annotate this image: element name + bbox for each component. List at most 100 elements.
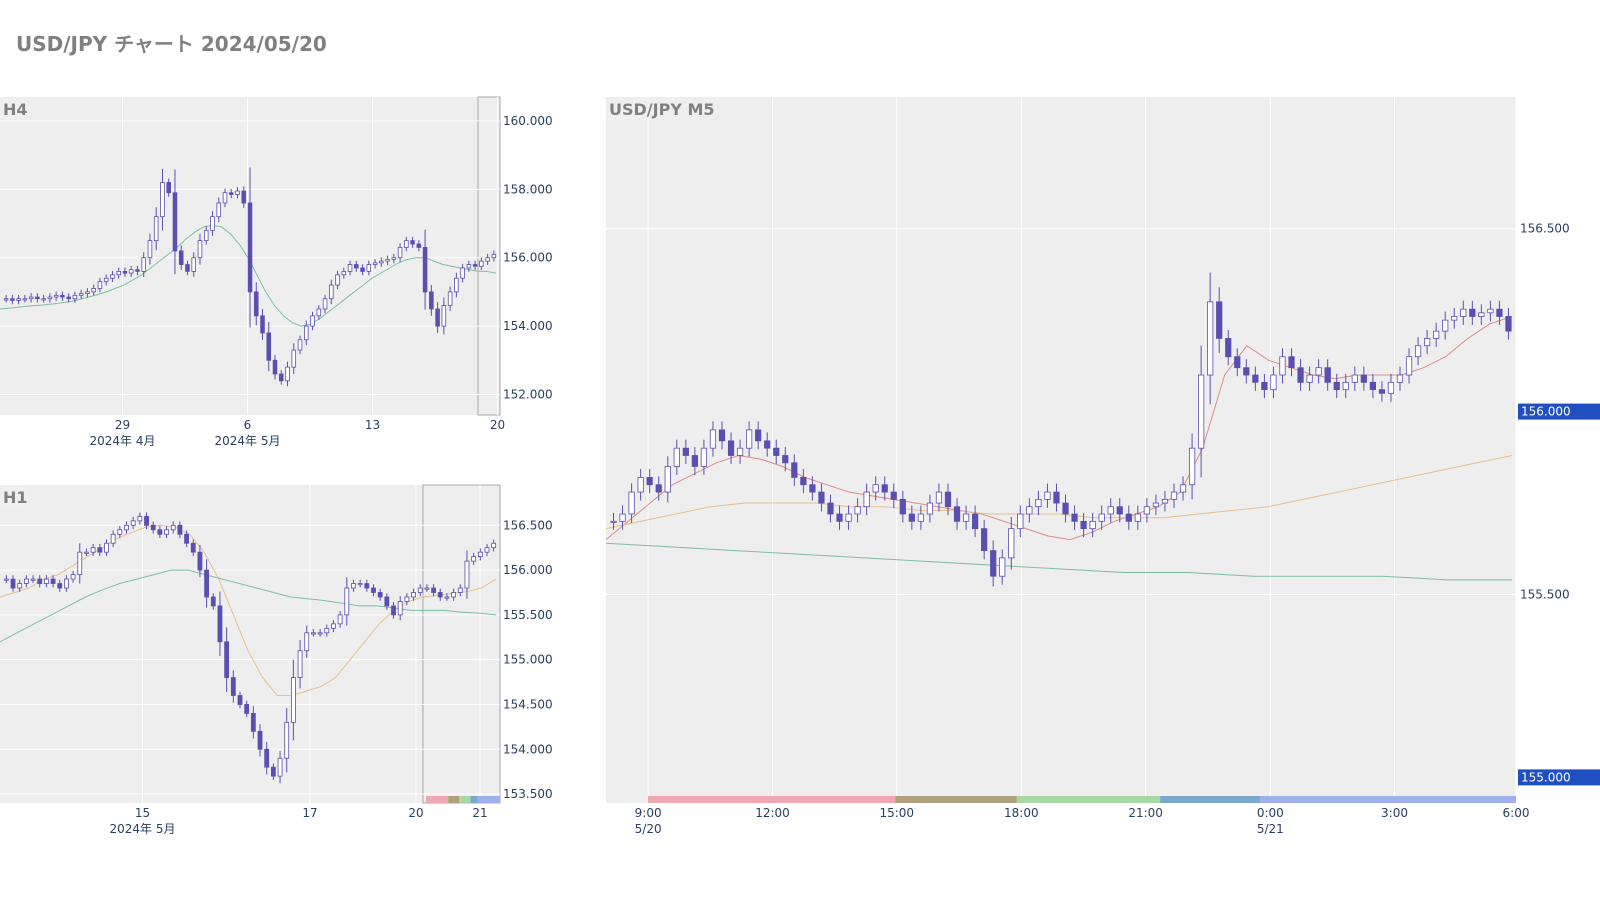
candle-body	[310, 315, 315, 327]
candle-body	[197, 551, 203, 571]
candle-body	[371, 587, 376, 593]
page-title: USD/JPY チャート 2024/05/20	[16, 32, 327, 56]
candle-body	[210, 216, 215, 231]
candle-body	[454, 277, 459, 293]
candle-body	[297, 339, 303, 351]
candle-body	[77, 551, 83, 575]
candle-body	[1098, 513, 1105, 522]
candle-body	[266, 332, 272, 361]
candle-body	[447, 291, 453, 306]
candle-body	[360, 267, 365, 272]
candle-body	[718, 429, 726, 442]
candle-body	[224, 641, 230, 678]
candle-body	[97, 547, 103, 553]
candle-body	[53, 294, 59, 298]
x-tick-label: 20	[408, 806, 423, 820]
candle-body	[385, 259, 390, 262]
candle-body	[177, 524, 183, 535]
candle-body	[197, 240, 203, 259]
candle-body	[451, 592, 457, 598]
candle-body	[97, 281, 103, 289]
candle-body	[1469, 308, 1476, 317]
candle-body	[317, 632, 323, 635]
session-band	[1259, 796, 1516, 803]
candle-body	[441, 305, 447, 327]
candle-body	[926, 502, 934, 515]
candle-body	[1071, 513, 1078, 522]
candle-body	[253, 291, 259, 317]
x-tick-label: 15:00	[879, 806, 914, 820]
candle-body	[331, 623, 336, 629]
candle-body	[1080, 520, 1087, 530]
candle-body	[1179, 484, 1187, 493]
candle-body	[755, 429, 762, 442]
candle-body	[1152, 502, 1160, 508]
candle-body	[185, 264, 190, 272]
candle-body	[464, 560, 470, 589]
chart-h1[interactable]: 153.500 154.000 154.500 155.000 155.500 156.0…	[0, 484, 560, 845]
candle-body	[764, 440, 771, 449]
candle-body	[890, 491, 897, 500]
candle-body	[1342, 381, 1349, 391]
panel-label: H1	[3, 488, 28, 507]
candle-body	[791, 462, 798, 478]
candle-body	[341, 270, 347, 276]
x-tick-label: 20	[490, 418, 505, 432]
candle-body	[782, 455, 789, 464]
candle-body	[335, 274, 340, 286]
candle-body	[230, 677, 236, 696]
chart-m5[interactable]: 155.500 156.500 9:00 5/20 12:00 15:00 18:00 21:…	[605, 97, 1600, 842]
x-tick-label: 6:00	[1503, 806, 1530, 820]
candle-body	[435, 308, 440, 327]
candle-body	[1333, 381, 1340, 391]
candle-body	[1170, 491, 1178, 500]
y-tick-label: 155.000	[503, 653, 553, 667]
candle-body	[366, 264, 372, 272]
candle-body	[397, 247, 403, 259]
ma-line	[605, 455, 1513, 530]
candle-body	[1234, 356, 1241, 369]
y-tick-label: 155.500	[1520, 587, 1570, 601]
candle-body	[297, 650, 303, 678]
x-tick-sublabel: 2024年 5月	[215, 434, 281, 448]
candle-body	[404, 596, 410, 602]
candle-body	[57, 583, 63, 589]
y-tick-label: 156.000	[503, 251, 553, 265]
candle-body	[147, 240, 153, 259]
candle-body	[203, 229, 209, 242]
candle-body	[962, 513, 970, 522]
session-band	[895, 796, 1017, 803]
x-tick-sublabel: 5/21	[1257, 822, 1284, 836]
candle-body	[329, 284, 334, 300]
candle-body	[736, 447, 744, 456]
candle-body	[384, 596, 390, 607]
candle-body	[908, 513, 915, 522]
candle-body	[278, 373, 284, 382]
candle-body	[270, 766, 276, 777]
candle-body	[827, 502, 834, 515]
candle-body	[1496, 308, 1503, 317]
chart-h4[interactable]: 152.000 154.000 156.000 158.000 160.000 29 202…	[0, 96, 560, 457]
candle-body	[917, 513, 924, 522]
candle-body	[1297, 367, 1304, 383]
plot-area	[606, 97, 1516, 803]
candle-body	[157, 529, 163, 535]
candle-body	[990, 550, 997, 577]
candle-body	[1351, 374, 1358, 383]
candle-body	[429, 291, 434, 310]
panel-label-bg	[606, 99, 714, 119]
chart-h1-svg: 153.500 154.000 154.500 155.000 155.500 156.0…	[0, 484, 553, 836]
candle-body	[1279, 356, 1286, 376]
candle-body	[247, 202, 253, 293]
candle-body	[291, 349, 297, 368]
candle-body	[1460, 308, 1467, 317]
candle-body	[344, 587, 350, 616]
candle-body	[818, 491, 825, 504]
candle-body	[457, 587, 463, 593]
candle-body	[172, 192, 178, 252]
candle-body	[117, 529, 123, 535]
candle-body	[244, 704, 250, 714]
candle-body	[166, 182, 171, 194]
candle-body	[424, 587, 430, 590]
candle-body	[1324, 367, 1331, 383]
